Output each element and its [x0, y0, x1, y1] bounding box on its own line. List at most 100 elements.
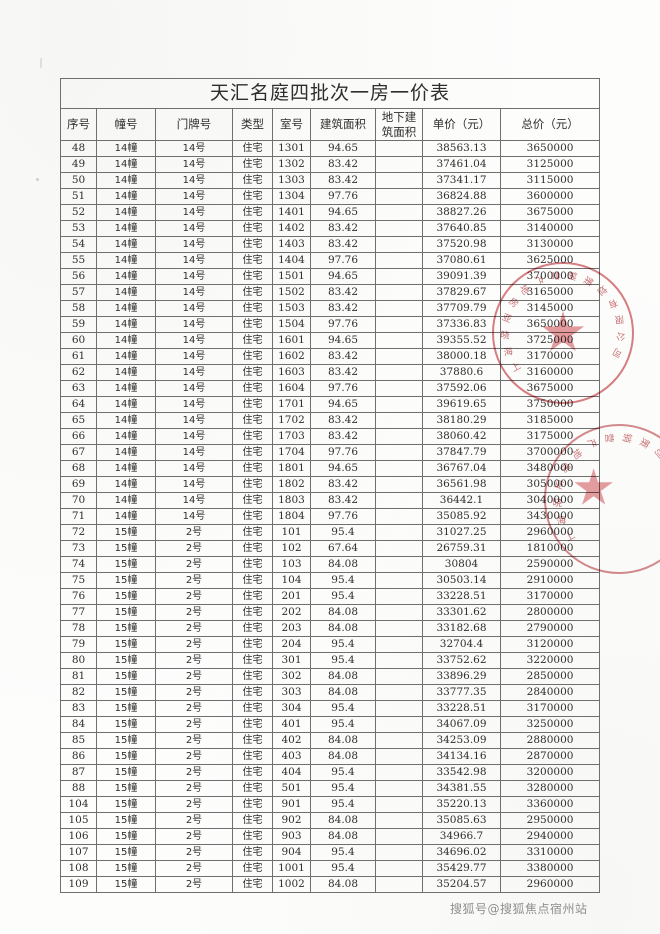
cell-unit-price: 38563.13 [422, 140, 501, 157]
cell-underground-area [375, 556, 423, 573]
cell-room: 1002 [272, 876, 311, 893]
cell-total-price: 2950000 [499, 812, 601, 829]
cell-underground-area [375, 204, 423, 221]
cell-unit-price: 39619.65 [422, 396, 501, 413]
cell-building: 14幢 [96, 412, 156, 429]
cell-index: 61 [60, 348, 97, 365]
cell-building: 15幢 [96, 764, 156, 781]
cell-room: 404 [272, 764, 311, 781]
cell-unit-price: 35429.77 [422, 860, 501, 877]
cell-index: 49 [60, 156, 97, 173]
cell-room: 1304 [272, 188, 311, 205]
table-row: 74 15幢 2号 住宅 103 84.08 30804 2590000 [60, 556, 601, 573]
cell-index: 69 [60, 476, 97, 493]
cell-house-number: 2号 [155, 524, 233, 541]
cell-building: 15幢 [96, 748, 156, 765]
cell-index: 106 [60, 828, 97, 845]
cell-total-price: 3430000 [499, 508, 601, 525]
cell-underground-area [375, 412, 423, 429]
cell-building: 14幢 [96, 348, 156, 365]
cell-type: 住宅 [232, 556, 273, 573]
cell-building: 15幢 [96, 588, 156, 605]
table-row: 75 15幢 2号 住宅 104 95.4 30503.14 2910000 [60, 572, 601, 589]
cell-type: 住宅 [232, 492, 273, 509]
cell-underground-area [375, 636, 423, 653]
cell-floor-area: 95.4 [310, 588, 376, 605]
cell-house-number: 2号 [155, 652, 233, 669]
cell-total-price: 2940000 [499, 828, 601, 845]
table-row: 49 14幢 14号 住宅 1302 83.42 37461.04 3125000 [60, 156, 601, 173]
cell-building: 14幢 [96, 380, 156, 397]
cell-unit-price: 35220.13 [422, 796, 501, 813]
column-header-type: 类型 [232, 108, 273, 141]
cell-unit-price: 36824.88 [422, 188, 501, 205]
cell-total-price: 3170000 [499, 700, 601, 717]
cell-underground-area [375, 780, 423, 797]
cell-type: 住宅 [232, 380, 273, 397]
cell-index: 75 [60, 572, 97, 589]
cell-room: 401 [272, 716, 311, 733]
cell-unit-price: 33777.35 [422, 684, 501, 701]
cell-floor-area: 83.42 [310, 476, 376, 493]
cell-room: 101 [272, 524, 311, 541]
cell-total-price: 2840000 [499, 684, 601, 701]
cell-total-price: 2880000 [499, 732, 601, 749]
cell-total-price: 3050000 [499, 476, 601, 493]
column-header-underground-area: 地下建 筑面积 [375, 108, 423, 141]
cell-building: 14幢 [96, 268, 156, 285]
cell-type: 住宅 [232, 748, 273, 765]
cell-floor-area: 83.42 [310, 284, 376, 301]
cell-total-price: 3040000 [499, 492, 601, 509]
cell-index: 83 [60, 700, 97, 717]
cell-building: 15幢 [96, 524, 156, 541]
cell-total-price: 3600000 [499, 188, 601, 205]
cell-index: 78 [60, 620, 97, 637]
cell-type: 住宅 [232, 188, 273, 205]
cell-type: 住宅 [232, 620, 273, 637]
cell-type: 住宅 [232, 220, 273, 237]
cell-floor-area: 83.42 [310, 172, 376, 189]
cell-index: 57 [60, 284, 97, 301]
cell-unit-price: 33896.29 [422, 668, 501, 685]
cell-total-price: 3145000 [499, 300, 601, 317]
cell-index: 108 [60, 860, 97, 877]
table-row: 55 14幢 14号 住宅 1404 97.76 37080.61 3625000 [60, 252, 601, 269]
cell-type: 住宅 [232, 876, 273, 893]
cell-floor-area: 95.4 [310, 780, 376, 797]
cell-unit-price: 33228.51 [422, 588, 501, 605]
table-row: 52 14幢 14号 住宅 1401 94.65 38827.26 3675000 [60, 204, 601, 221]
cell-total-price: 3115000 [499, 172, 601, 189]
cell-floor-area: 95.4 [310, 572, 376, 589]
cell-underground-area [375, 684, 423, 701]
cell-index: 67 [60, 444, 97, 461]
cell-index: 62 [60, 364, 97, 381]
title-row: 天汇名庭四批次一房一价表 [59, 78, 601, 109]
cell-underground-area [375, 540, 423, 557]
cell-index: 66 [60, 428, 97, 445]
cell-building: 14幢 [96, 508, 156, 525]
cell-floor-area: 84.08 [310, 828, 376, 845]
cell-total-price: 2960000 [499, 524, 601, 541]
cell-unit-price: 38827.26 [422, 204, 501, 221]
cell-type: 住宅 [232, 284, 273, 301]
cell-house-number: 14号 [155, 172, 233, 189]
table-row: 78 15幢 2号 住宅 203 84.08 33182.68 2790000 [60, 620, 601, 637]
cell-total-price: 2800000 [499, 604, 601, 621]
cell-room: 1604 [272, 380, 311, 397]
table-row: 50 14幢 14号 住宅 1303 83.42 37341.17 3115000 [60, 172, 601, 189]
cell-building: 14幢 [96, 156, 156, 173]
table-row: 53 14幢 14号 住宅 1402 83.42 37640.85 3140000 [60, 220, 601, 237]
cell-house-number: 14号 [155, 156, 233, 173]
cell-building: 15幢 [96, 844, 156, 861]
column-header-room: 室号 [272, 108, 311, 141]
cell-underground-area [375, 860, 423, 877]
cell-underground-area [375, 828, 423, 845]
cell-house-number: 2号 [155, 588, 233, 605]
table-row: 109 15幢 2号 住宅 1002 84.08 35204.57 2960000 [60, 876, 601, 893]
column-header-floor-area: 建筑面积 [310, 108, 376, 141]
cell-floor-area: 94.65 [310, 268, 376, 285]
cell-underground-area [375, 476, 423, 493]
cell-floor-area: 84.08 [310, 748, 376, 765]
cell-type: 住宅 [232, 796, 273, 813]
cell-index: 85 [60, 732, 97, 749]
